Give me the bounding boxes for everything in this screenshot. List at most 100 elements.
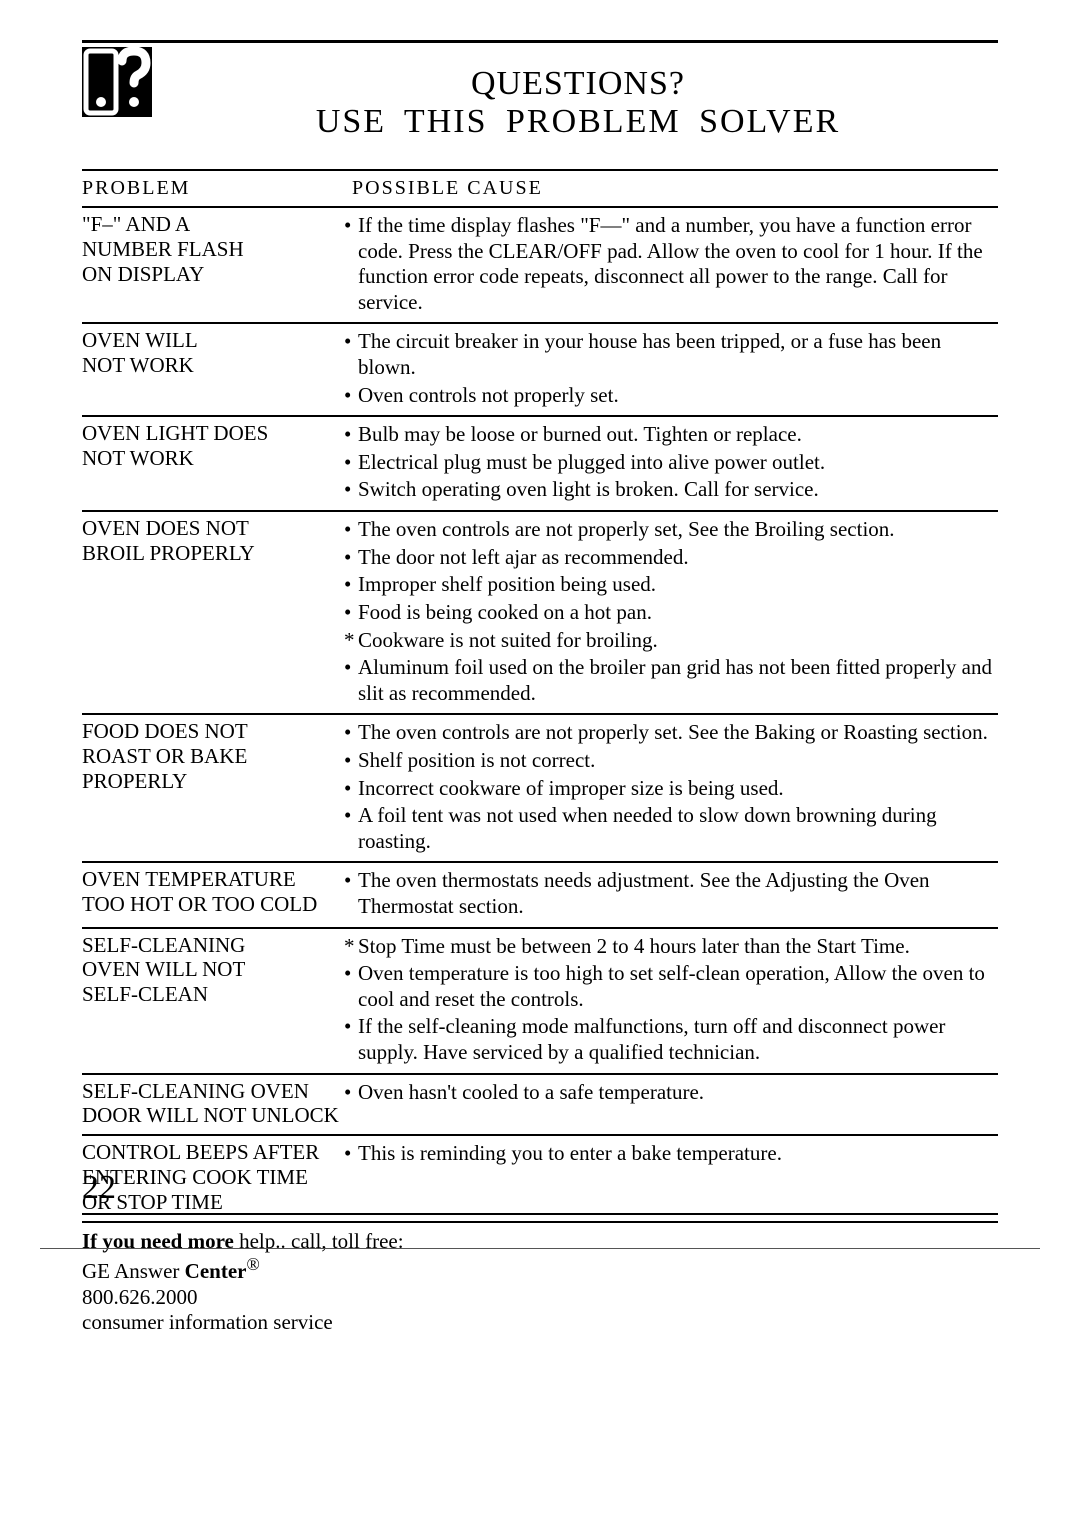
- cause-bullet: •The circuit breaker in your house has b…: [344, 328, 998, 381]
- problem-cell: SELF-CLEANINGOVEN WILL NOTSELF-CLEAN: [82, 928, 344, 1074]
- cause-text: This is reminding you to enter a bake te…: [358, 1141, 998, 1167]
- cause-text: Electrical plug must be plugged into ali…: [358, 450, 998, 476]
- cause-cell: •This is reminding you to enter a bake t…: [344, 1135, 998, 1221]
- table-row: CONTROL BEEPS AFTERENTERING COOK TIMEOR …: [82, 1135, 998, 1221]
- cause-cell: •The oven controls are not properly set,…: [344, 511, 998, 714]
- footer-phone: 800.626.2000: [82, 1285, 998, 1311]
- cause-bullet: *Stop Time must be between 2 to 4 hours …: [344, 933, 998, 961]
- cause-text: Shelf position is not correct.: [358, 748, 998, 774]
- col-header-cause: POSSIBLE CAUSE: [344, 170, 998, 207]
- problem-solver-table: PROBLEM POSSIBLE CAUSE "F–" AND ANUMBER …: [82, 169, 998, 1223]
- problem-line: DOOR WILL NOT UNLOCK: [82, 1103, 344, 1128]
- cause-cell: •Oven hasn't cooled to a safe temperatur…: [344, 1074, 998, 1136]
- problem-line: NUMBER FLASH: [82, 237, 344, 262]
- bullet-marker: •: [344, 600, 358, 626]
- cause-text: The circuit breaker in your house has be…: [358, 329, 998, 380]
- problem-line: TOO HOT OR TOO COLD: [82, 892, 344, 917]
- footer-service: consumer information service: [82, 1310, 998, 1336]
- bullet-marker: •: [344, 868, 358, 919]
- problem-line: ENTERING COOK TIME: [82, 1165, 344, 1190]
- problem-cell: OVEN DOES NOTBROIL PROPERLY: [82, 511, 344, 714]
- cause-text: Oven temperature is too high to set self…: [358, 961, 998, 1012]
- problem-line: OVEN WILL: [82, 328, 344, 353]
- problem-line: ROAST OR BAKE: [82, 744, 344, 769]
- cause-text: Bulb may be loose or burned out. Tighten…: [358, 422, 998, 448]
- bullet-marker: •: [344, 803, 358, 854]
- cause-bullet: *Cookware is not suited for broiling.: [344, 627, 998, 655]
- problem-line: OR STOP TIME: [82, 1190, 344, 1215]
- problem-line: BROIL PROPERLY: [82, 541, 344, 566]
- bottom-rule: [82, 1213, 998, 1215]
- bullet-marker: •: [344, 720, 358, 746]
- cause-text: Oven controls not properly set.: [358, 383, 998, 409]
- cause-text: Cookware is not suited for broiling.: [358, 628, 998, 654]
- cause-bullet: •Switch operating oven light is broken. …: [344, 476, 998, 504]
- top-rule: [82, 40, 998, 43]
- table-row: OVEN LIGHT DOESNOT WORK•Bulb may be loos…: [82, 416, 998, 511]
- page-number: 22: [82, 1169, 116, 1207]
- cause-text: If the time display flashes "F—" and a n…: [358, 213, 998, 315]
- footer-center: Center: [185, 1259, 247, 1283]
- problem-cell: CONTROL BEEPS AFTERENTERING COOK TIMEOR …: [82, 1135, 344, 1221]
- bullet-marker: •: [344, 1141, 358, 1167]
- table-row: SELF-CLEANINGOVEN WILL NOTSELF-CLEAN*Sto…: [82, 928, 998, 1074]
- cause-text: Switch operating oven light is broken. C…: [358, 477, 998, 503]
- cause-cell: •The oven controls are not properly set.…: [344, 714, 998, 862]
- problem-cell: OVEN WILLNOT WORK: [82, 323, 344, 416]
- problem-line: SELF-CLEANING: [82, 933, 344, 958]
- problem-line: OVEN LIGHT DOES: [82, 421, 344, 446]
- cause-text: The door not left ajar as recommended.: [358, 545, 998, 571]
- cause-bullet: •A foil tent was not used when needed to…: [344, 802, 998, 855]
- cause-cell: •The circuit breaker in your house has b…: [344, 323, 998, 416]
- title-block: QUESTIONS? USE THIS PROBLEM SOLVER: [158, 47, 998, 141]
- problem-line: OVEN WILL NOT: [82, 957, 344, 982]
- cause-bullet: •Oven hasn't cooled to a safe temperatur…: [344, 1079, 998, 1107]
- bullet-marker: •: [344, 213, 358, 315]
- problem-line: PROPERLY: [82, 769, 344, 794]
- footer-help: If you need more help.. call, toll free:…: [82, 1229, 998, 1336]
- question-icon: [82, 47, 152, 122]
- table-row: OVEN TEMPERATURETOO HOT OR TOO COLD•The …: [82, 862, 998, 927]
- bullet-marker: •: [344, 748, 358, 774]
- cause-bullet: •If the time display flashes "F—" and a …: [344, 212, 998, 316]
- cause-text: A foil tent was not used when needed to …: [358, 803, 998, 854]
- cause-cell: *Stop Time must be between 2 to 4 hours …: [344, 928, 998, 1074]
- footer-ge: GE Answer: [82, 1259, 185, 1283]
- col-header-problem: PROBLEM: [82, 170, 344, 207]
- problem-cell: FOOD DOES NOTROAST OR BAKEPROPERLY: [82, 714, 344, 862]
- cause-text: Oven hasn't cooled to a safe temperature…: [358, 1080, 998, 1106]
- problem-line: CONTROL BEEPS AFTER: [82, 1140, 344, 1165]
- bullet-marker: •: [344, 477, 358, 503]
- problem-cell: OVEN TEMPERATURETOO HOT OR TOO COLD: [82, 862, 344, 927]
- cause-text: Incorrect cookware of improper size is b…: [358, 776, 998, 802]
- table-row: OVEN DOES NOTBROIL PROPERLY•The oven con…: [82, 511, 998, 714]
- cause-bullet: •If the self-cleaning mode malfunctions,…: [344, 1013, 998, 1066]
- header-row: QUESTIONS? USE THIS PROBLEM SOLVER: [82, 47, 998, 141]
- bullet-marker: •: [344, 450, 358, 476]
- bullet-marker: •: [344, 776, 358, 802]
- cause-bullet: •Incorrect cookware of improper size is …: [344, 775, 998, 803]
- table-row: FOOD DOES NOTROAST OR BAKEPROPERLY•The o…: [82, 714, 998, 862]
- problem-line: SELF-CLEAN: [82, 982, 344, 1007]
- cause-bullet: •The oven thermostats needs adjustment. …: [344, 867, 998, 920]
- bullet-marker: •: [344, 517, 358, 543]
- bullet-marker: •: [344, 1014, 358, 1065]
- cause-cell: •The oven thermostats needs adjustment. …: [344, 862, 998, 927]
- table-row: "F–" AND ANUMBER FLASHON DISPLAY•If the …: [82, 207, 998, 323]
- cause-cell: •Bulb may be loose or burned out. Tighte…: [344, 416, 998, 511]
- title-line-2: USE THIS PROBLEM SOLVER: [158, 103, 998, 141]
- cause-text: Food is being cooked on a hot pan.: [358, 600, 998, 626]
- cause-bullet: •The oven controls are not properly set,…: [344, 516, 998, 544]
- bullet-marker: •: [344, 383, 358, 409]
- cause-bullet: •Bulb may be loose or burned out. Tighte…: [344, 421, 998, 449]
- cause-text: The oven controls are not properly set, …: [358, 517, 998, 543]
- table-row: OVEN WILLNOT WORK•The circuit breaker in…: [82, 323, 998, 416]
- problem-line: FOOD DOES NOT: [82, 719, 344, 744]
- problem-line: NOT WORK: [82, 353, 344, 378]
- cause-bullet: •Electrical plug must be plugged into al…: [344, 449, 998, 477]
- registered-mark: ®: [246, 1254, 259, 1274]
- cause-bullet: •This is reminding you to enter a bake t…: [344, 1140, 998, 1168]
- cause-bullet: •Oven temperature is too high to set sel…: [344, 960, 998, 1013]
- problem-line: NOT WORK: [82, 446, 344, 471]
- cause-text: The oven thermostats needs adjustment. S…: [358, 868, 998, 919]
